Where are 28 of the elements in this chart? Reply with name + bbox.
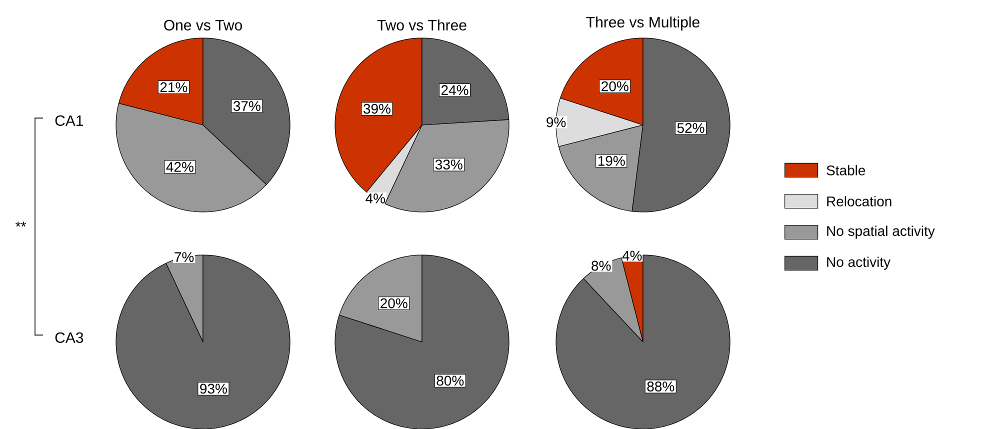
legend-label: No activity [827, 256, 891, 270]
legend-label: Stable [826, 165, 866, 176]
text: ** [16, 222, 26, 227]
data-label: 33% [435, 160, 462, 170]
legend-label: Relocation [827, 196, 892, 206]
chart-title: Three vs Multiple [586, 16, 700, 30]
text: CA1 [55, 115, 84, 126]
data-label: 9% [546, 117, 566, 128]
data-label: 4% [366, 194, 386, 204]
chart-title: One vs Two [164, 20, 242, 30]
data-label: 19% [598, 156, 625, 166]
data-label: 93% [200, 384, 227, 394]
data-label: 8% [592, 260, 611, 271]
data-label: 21% [160, 82, 188, 92]
data-label: 37% [233, 101, 260, 111]
data-label: 42% [166, 162, 194, 172]
text: CA3 [55, 332, 84, 343]
data-label: 20% [602, 81, 628, 92]
data-label: 7% [174, 252, 194, 262]
data-label: 88% [647, 382, 674, 392]
data-label: 4% [622, 250, 642, 261]
chart-title: Two vs Three [377, 19, 466, 30]
data-label: 80% [436, 376, 464, 386]
data-label: 39% [364, 104, 390, 114]
legend-label: No spatial activity [827, 226, 935, 239]
data-label: 20% [380, 298, 408, 308]
data-label: 24% [441, 85, 468, 96]
data-label: 52% [677, 123, 704, 133]
